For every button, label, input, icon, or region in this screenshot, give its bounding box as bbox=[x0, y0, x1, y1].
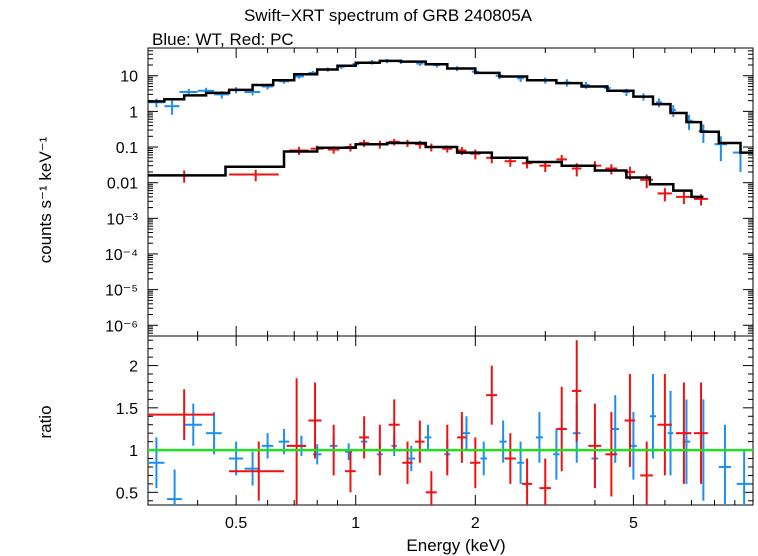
spectrum-panel: 10 1 0.1 0.01 10⁻³ 10⁻⁴ 10⁻⁵ 10⁻⁶ bbox=[105, 47, 754, 505]
x-tick-label: 5 bbox=[629, 515, 638, 532]
model-curve bbox=[148, 141, 704, 199]
x-axis-label: Energy (keV) bbox=[406, 536, 506, 555]
chart-title: Swift−XRT spectrum of GRB 240805A bbox=[243, 6, 533, 25]
y-tick-label: 1.5 bbox=[116, 401, 138, 418]
y-tick-label: 10 bbox=[120, 69, 138, 86]
model-curve bbox=[148, 59, 753, 154]
y-tick-label: 0.5 bbox=[116, 485, 138, 502]
y-tick-label: 10⁻⁴ bbox=[105, 247, 138, 264]
y-tick-label: 0.1 bbox=[116, 140, 138, 157]
y-tick-label: 1 bbox=[129, 104, 138, 121]
x-tick-label: 2 bbox=[471, 515, 480, 532]
x-tick-label: 1 bbox=[351, 515, 360, 532]
y-tick-label: 10⁻⁶ bbox=[105, 318, 138, 335]
spectrum-frame bbox=[147, 47, 754, 337]
ratio-frame bbox=[147, 335, 754, 506]
ratio-panel: 0.5 1 2 5 2 1.5 1 0.5 bbox=[116, 326, 754, 532]
x-tick-label: 0.5 bbox=[225, 515, 247, 532]
y-tick-label: 0.01 bbox=[107, 176, 138, 193]
y-tick-label: 2 bbox=[129, 359, 138, 376]
y-tick-label: 10⁻³ bbox=[106, 211, 138, 228]
y-tick-label: 10⁻⁵ bbox=[105, 283, 138, 300]
chart-subtitle: Blue: WT, Red: PC bbox=[152, 30, 294, 49]
y-tick-label: 1 bbox=[129, 443, 138, 460]
